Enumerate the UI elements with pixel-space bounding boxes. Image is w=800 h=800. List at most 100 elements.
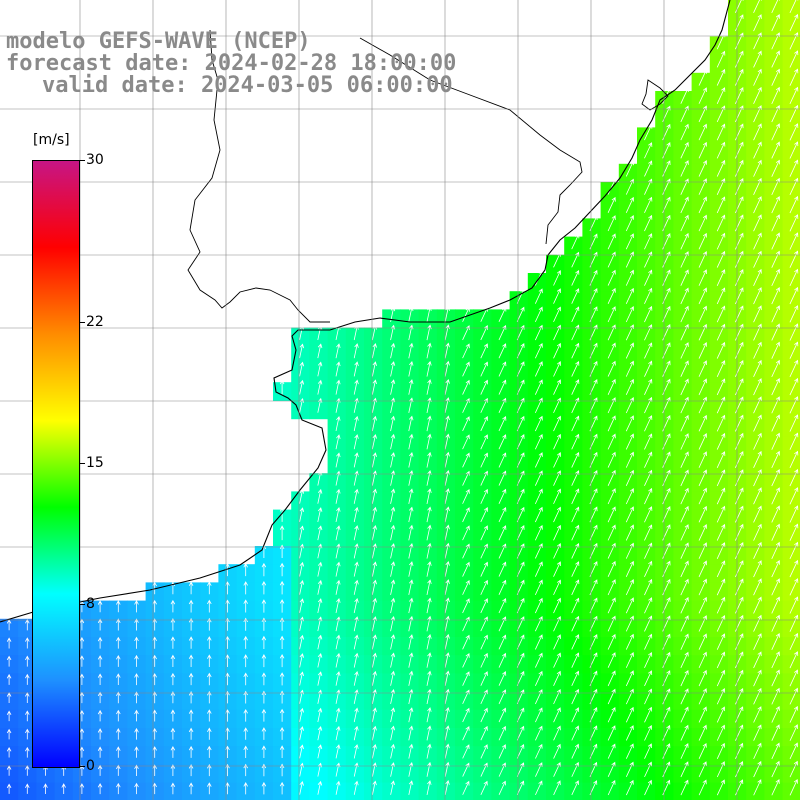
colorbar-tick-label: 30: [86, 152, 104, 168]
wind-arrow: [299, 379, 305, 395]
wind-arrow: [261, 672, 267, 686]
wind-arrow: [553, 780, 561, 796]
wind-arrow: [335, 488, 341, 504]
wind-arrow: [644, 342, 653, 359]
wind-arrow: [97, 618, 103, 631]
wind-arrow: [571, 670, 580, 687]
wind-arrow: [444, 469, 450, 486]
wind-arrow: [698, 469, 708, 487]
wind-arrow: [279, 690, 285, 704]
wind-arrow: [553, 288, 562, 304]
wind-arrow: [771, 687, 780, 705]
wind-arrow: [426, 634, 432, 650]
wind-arrow: [279, 507, 285, 522]
wind-arrow: [408, 707, 414, 723]
wind-arrow: [480, 434, 489, 450]
wind-arrow: [372, 652, 377, 668]
wind-arrow: [607, 597, 616, 614]
wind-arrow: [553, 707, 561, 723]
wind-arrow: [6, 728, 12, 740]
wind-arrow: [408, 506, 414, 523]
wind-arrow: [79, 655, 85, 667]
wind-arrow: [207, 727, 212, 740]
wind-arrow: [771, 760, 780, 778]
wind-arrow: [571, 269, 580, 286]
wind-arrow: [644, 214, 653, 232]
wind-arrow: [261, 763, 267, 777]
wind-arrow: [644, 615, 653, 632]
wind-arrow: [390, 543, 396, 559]
wind-arrow: [753, 214, 762, 232]
wind-arrow: [25, 746, 30, 758]
wind-arrow: [480, 707, 488, 723]
wind-arrow: [644, 123, 653, 141]
wind-arrow: [498, 634, 507, 650]
wind-arrow: [299, 580, 305, 595]
wind-arrow: [680, 524, 689, 541]
wind-arrow: [170, 709, 176, 722]
wind-arrow: [771, 105, 781, 123]
wind-arrow: [625, 233, 635, 250]
wind-arrow: [644, 743, 653, 759]
wind-arrow: [607, 378, 616, 395]
wind-arrow: [680, 487, 689, 505]
wind-arrow: [188, 636, 194, 649]
wind-arrow: [353, 506, 359, 523]
wind-arrow: [716, 305, 726, 323]
wind-arrow: [553, 725, 561, 741]
wind-arrow: [408, 306, 414, 322]
wind-arrow: [680, 214, 689, 232]
wind-arrow: [789, 104, 799, 123]
wind-arrow: [207, 617, 212, 631]
wind-arrow: [771, 469, 781, 487]
wind-arrow: [372, 597, 377, 614]
wind-arrow: [680, 651, 689, 669]
wind-arrow: [353, 725, 359, 741]
wind-arrow: [735, 250, 744, 268]
wind-arrow: [680, 724, 689, 741]
wind-arrow: [372, 543, 377, 559]
wind-arrow: [462, 379, 470, 395]
wind-arrow: [753, 341, 762, 359]
wind-arrow: [571, 233, 580, 250]
colorbar-tick-label: 22: [86, 313, 104, 330]
wind-arrow: [462, 579, 470, 595]
wind-arrow: [753, 177, 762, 196]
wind-arrow: [789, 123, 799, 141]
wind-arrow: [625, 506, 635, 523]
wind-arrow: [134, 600, 139, 613]
wind-arrow: [789, 214, 799, 232]
wind-arrow: [698, 287, 708, 305]
wind-arrow: [408, 725, 414, 741]
wind-arrow: [625, 633, 634, 650]
wind-arrow: [753, 614, 762, 632]
wind-arrow: [644, 542, 653, 559]
wind-arrow: [480, 379, 489, 395]
wind-arrow: [571, 306, 580, 323]
wind-arrow: [444, 378, 450, 395]
wind-arrow: [698, 141, 708, 159]
wind-arrow: [97, 636, 103, 649]
wind-arrow: [680, 633, 689, 650]
wind-arrow: [353, 634, 359, 650]
wind-arrow: [134, 618, 139, 631]
colorbar-tick-mark: [79, 463, 85, 464]
wind-arrow: [716, 742, 726, 759]
wind-arrow: [680, 232, 689, 250]
wind-arrow: [152, 727, 157, 740]
wind-arrow: [279, 672, 285, 686]
wind-arrow: [698, 342, 708, 359]
wind-arrow: [771, 523, 781, 541]
wind-arrow: [680, 196, 689, 214]
wind-arrow: [789, 323, 799, 341]
wind-arrow: [625, 415, 635, 432]
wind-arrow: [535, 670, 543, 686]
wind-arrow: [625, 469, 635, 486]
wind-arrow: [680, 378, 689, 396]
wind-arrow: [279, 745, 285, 759]
wind-arrow: [735, 287, 744, 305]
wind-arrow: [534, 561, 543, 577]
wind-arrow: [152, 618, 157, 631]
wind-arrow: [625, 433, 635, 450]
wind-arrow: [462, 452, 470, 468]
